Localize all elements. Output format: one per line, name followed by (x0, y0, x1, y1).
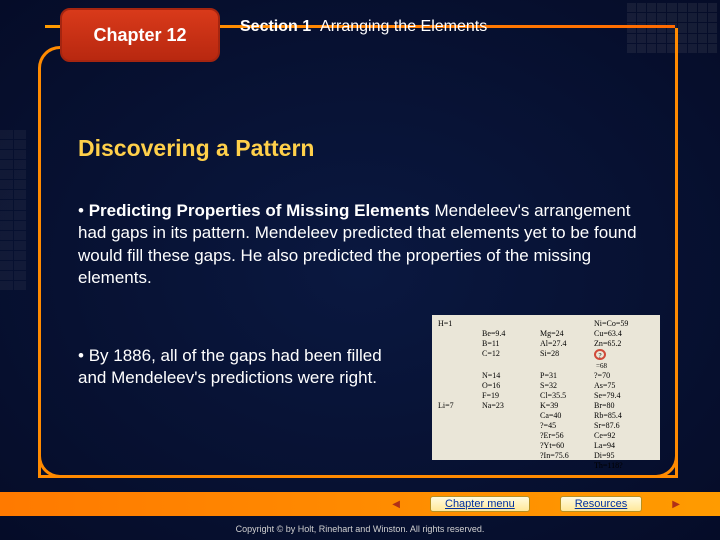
next-arrow-icon[interactable]: ▶ (672, 499, 680, 510)
prev-arrow-icon[interactable]: ◀ (392, 499, 400, 510)
frame-bottom (38, 475, 678, 478)
chapter-menu-button[interactable]: Chapter menu (430, 496, 530, 512)
footer-bar: ◀ Chapter menu Resources ▶ (0, 492, 720, 516)
decorative-grid-left (0, 130, 26, 290)
bullet-2: • By 1886, all of the gaps had been fill… (78, 345, 408, 390)
frame-right (675, 28, 678, 475)
mendeleev-table-image: H=1Ni=Co=59Be=9.4Mg=24Cu=63.4B=11Al=27.4… (432, 315, 660, 460)
decorative-grid-top (627, 3, 717, 53)
frame-left (38, 85, 41, 475)
bullet-1-title: Predicting Properties of Missing Element… (89, 201, 430, 220)
bullet-1: • Predicting Properties of Missing Eleme… (78, 200, 640, 290)
frame-corner (38, 448, 68, 478)
slide-heading: Discovering a Pattern (78, 135, 314, 162)
section-header: Section 1 Arranging the Elements (240, 18, 487, 36)
resources-button[interactable]: Resources (560, 496, 643, 512)
chapter-label: Chapter 12 (93, 25, 186, 46)
bullet-2-body: By 1886, all of the gaps had been filled… (78, 346, 382, 387)
section-number: Section 1 (240, 18, 311, 35)
chapter-tab[interactable]: Chapter 12 (60, 8, 220, 62)
copyright-text: Copyright © by Holt, Rinehart and Winsto… (0, 524, 720, 534)
section-name: Arranging the Elements (320, 18, 487, 35)
